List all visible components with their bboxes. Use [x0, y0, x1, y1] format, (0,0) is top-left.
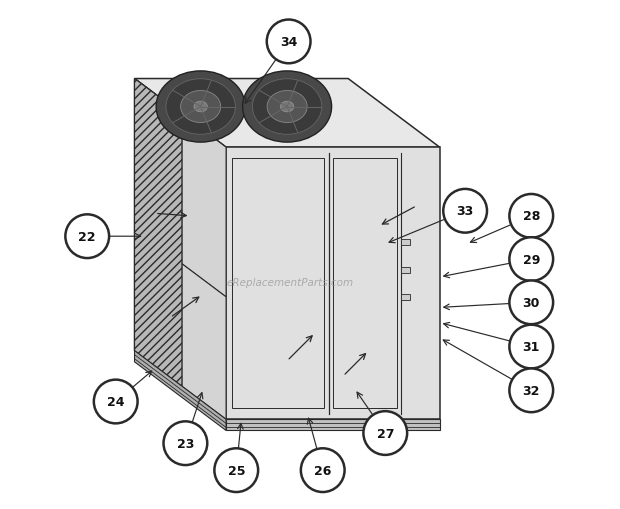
Ellipse shape — [166, 79, 236, 135]
Circle shape — [510, 369, 553, 412]
Circle shape — [94, 380, 138, 423]
Text: 29: 29 — [523, 253, 540, 266]
Circle shape — [267, 20, 311, 64]
Polygon shape — [135, 79, 440, 148]
Polygon shape — [182, 115, 226, 297]
Text: 34: 34 — [280, 36, 298, 49]
Text: 32: 32 — [523, 384, 540, 397]
Text: 28: 28 — [523, 210, 540, 223]
Text: 22: 22 — [79, 230, 96, 243]
Ellipse shape — [242, 72, 332, 143]
Text: eReplacementParts.com: eReplacementParts.com — [226, 277, 353, 288]
Circle shape — [510, 325, 553, 369]
Text: 25: 25 — [228, 464, 245, 477]
Ellipse shape — [156, 72, 245, 143]
Circle shape — [65, 215, 109, 259]
Polygon shape — [226, 419, 440, 431]
Text: 31: 31 — [523, 341, 540, 353]
Circle shape — [301, 448, 345, 492]
Circle shape — [215, 448, 258, 492]
Bar — [401, 267, 410, 273]
Circle shape — [510, 281, 553, 325]
Polygon shape — [182, 264, 226, 419]
Circle shape — [510, 194, 553, 238]
Ellipse shape — [180, 91, 221, 123]
Polygon shape — [226, 148, 440, 419]
Ellipse shape — [194, 102, 207, 112]
Ellipse shape — [280, 102, 294, 112]
Text: 24: 24 — [107, 395, 125, 408]
Text: 26: 26 — [314, 464, 332, 477]
Polygon shape — [135, 79, 226, 419]
Bar — [401, 294, 410, 300]
Polygon shape — [135, 351, 226, 431]
Polygon shape — [135, 79, 182, 386]
Circle shape — [164, 421, 207, 465]
Text: 23: 23 — [177, 437, 194, 450]
Circle shape — [363, 411, 407, 455]
Bar — [401, 240, 410, 246]
Circle shape — [510, 238, 553, 281]
Text: 30: 30 — [523, 296, 540, 309]
Ellipse shape — [267, 91, 307, 123]
Text: 33: 33 — [456, 205, 474, 218]
Text: 27: 27 — [376, 427, 394, 440]
Circle shape — [443, 189, 487, 233]
Ellipse shape — [252, 79, 322, 135]
